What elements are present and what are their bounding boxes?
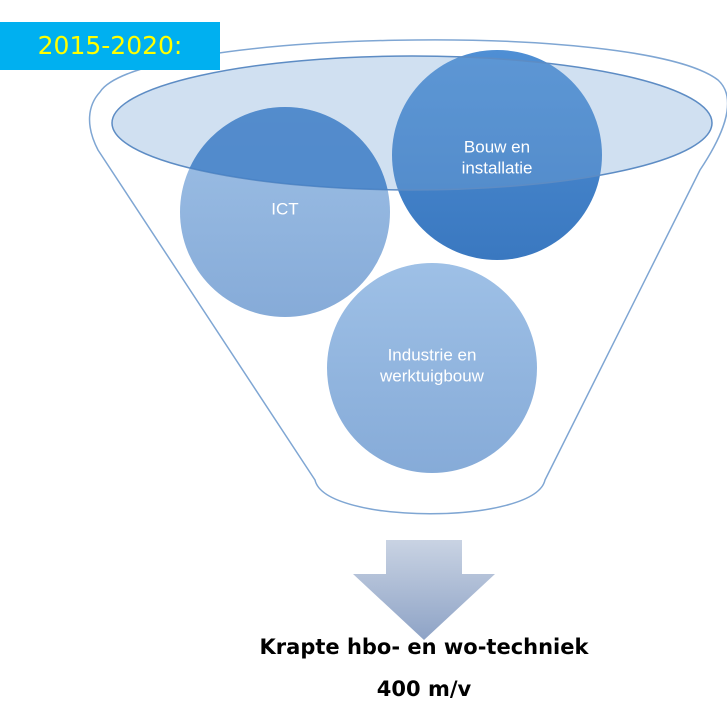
node-label: Industrie en (388, 345, 477, 364)
node-label: installatie (462, 158, 533, 177)
node-label: Bouw en (464, 137, 530, 156)
circle-industrie (327, 263, 537, 473)
node-label: ICT (271, 199, 298, 218)
label: 2015-2020: (38, 31, 183, 60)
arrow-down (353, 540, 495, 640)
circle-ict-overlap (180, 107, 390, 190)
node-label: werktuigbouw (379, 366, 485, 385)
result-line: Krapte hbo- en wo-techniek (260, 635, 590, 659)
circle-bouw (392, 50, 602, 260)
label-box (0, 22, 220, 70)
result-line: 400 m/v (377, 677, 472, 701)
